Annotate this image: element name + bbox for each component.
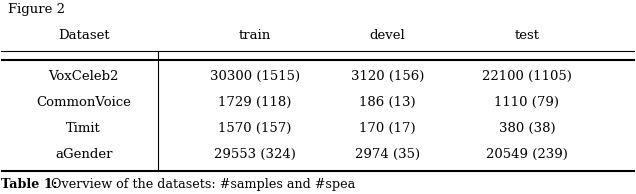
Text: train: train xyxy=(238,29,271,42)
Text: 1729 (118): 1729 (118) xyxy=(218,96,291,109)
Text: 1110 (79): 1110 (79) xyxy=(494,96,560,109)
Text: 170 (17): 170 (17) xyxy=(359,122,416,135)
Text: 1570 (157): 1570 (157) xyxy=(218,122,291,135)
Text: Table 1:: Table 1: xyxy=(1,178,58,191)
Text: 186 (13): 186 (13) xyxy=(359,96,416,109)
Text: devel: devel xyxy=(370,29,406,42)
Text: Timit: Timit xyxy=(66,122,101,135)
Text: aGender: aGender xyxy=(55,148,113,161)
Text: CommonVoice: CommonVoice xyxy=(36,96,131,109)
Text: test: test xyxy=(515,29,539,42)
Text: 22100 (1105): 22100 (1105) xyxy=(482,70,572,83)
Text: 2974 (35): 2974 (35) xyxy=(355,148,420,161)
Text: 30300 (1515): 30300 (1515) xyxy=(210,70,300,83)
Text: 380 (38): 380 (38) xyxy=(499,122,555,135)
Text: 3120 (156): 3120 (156) xyxy=(351,70,424,83)
Text: Figure 2: Figure 2 xyxy=(8,3,65,16)
Text: Overview of the datasets: #samples and #spea: Overview of the datasets: #samples and #… xyxy=(47,178,356,191)
Text: VoxCeleb2: VoxCeleb2 xyxy=(48,70,119,83)
Text: 20549 (239): 20549 (239) xyxy=(486,148,568,161)
Text: Dataset: Dataset xyxy=(58,29,109,42)
Text: 29553 (324): 29553 (324) xyxy=(214,148,296,161)
